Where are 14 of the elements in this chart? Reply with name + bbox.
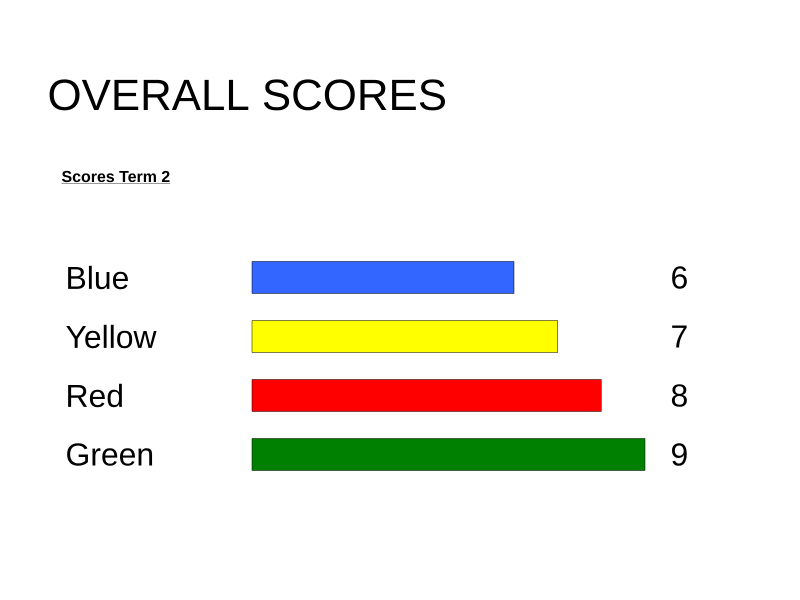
y-tick-label: Blue [68,266,128,290]
data-label: 6 [672,266,687,289]
y-tick-label: Yellow [66,324,157,348]
text: Scores Term 2 [62,170,170,182]
y-tick-label: Green [67,443,152,466]
data-label: 9 [672,443,687,466]
data-label: 8 [672,384,687,407]
bar [252,261,514,294]
y-tick-label: Red [68,384,122,408]
data-label: 7 [672,326,687,348]
chart-title: OVERALL SCORES [50,79,445,110]
bar [252,438,646,471]
bar [252,320,558,353]
bar [252,379,602,412]
